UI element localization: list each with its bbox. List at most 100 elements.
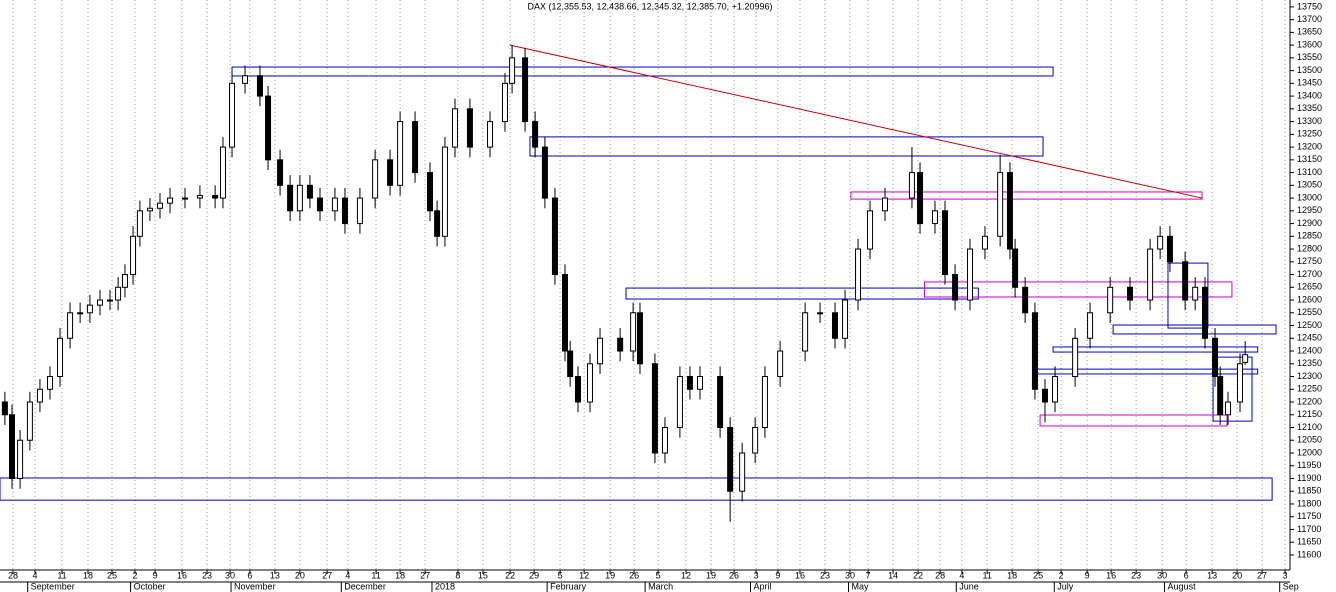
candle-body [331, 197, 338, 212]
y-tick-label: 12600 [1297, 294, 1322, 304]
candle-body [130, 235, 137, 276]
x-tick-label: 16 [177, 570, 187, 580]
candle-body [752, 427, 759, 454]
candle-body [212, 195, 219, 199]
candle-body [1212, 337, 1219, 378]
candle-body [67, 312, 74, 339]
candle-body [9, 414, 16, 479]
candle-body [96, 299, 103, 306]
candle-body [115, 286, 122, 301]
candle-body [156, 202, 163, 209]
candle-body [630, 312, 637, 352]
candle-body [651, 363, 658, 454]
month-label: October [134, 581, 166, 591]
x-tick-label: 25 [1033, 570, 1043, 580]
annotation-box [625, 287, 979, 300]
candle-body [36, 388, 43, 403]
month-label: September [31, 581, 75, 591]
month-label: August [1168, 581, 1197, 591]
y-tick-label: 11650 [1297, 537, 1321, 547]
candle-body [412, 121, 419, 174]
month-label: November [234, 581, 276, 591]
y-tick-label: 12750 [1297, 256, 1322, 266]
candle-body [397, 121, 404, 186]
candle-body [1182, 261, 1189, 301]
candle-body [341, 197, 348, 225]
candle-body [574, 376, 581, 403]
candle-body [967, 248, 974, 301]
x-tick-label: 28 [935, 570, 945, 580]
candle-body [451, 108, 458, 148]
candle-body [356, 197, 363, 225]
candle-body [1, 401, 8, 416]
candle-body [567, 350, 574, 378]
x-tick-label: 8 [455, 570, 460, 580]
y-tick-label: 13250 [1297, 129, 1322, 139]
x-tick-label: 18 [1007, 570, 1017, 580]
candle-body [136, 210, 143, 237]
candle-body [146, 207, 153, 212]
x-tick-label: 20 [295, 570, 305, 580]
annotation-box [1052, 346, 1259, 353]
candle-body [167, 197, 174, 204]
candle-body [1087, 312, 1094, 339]
candle-body [727, 427, 734, 492]
y-tick-label: 13450 [1297, 78, 1322, 88]
month-label: Sep [1283, 581, 1299, 591]
month-label: 2018 [435, 581, 455, 591]
candle-body [501, 82, 508, 123]
candle-body [1006, 172, 1013, 250]
candle-body [855, 248, 862, 301]
month-label: December [344, 581, 386, 591]
candle-body [1225, 401, 1232, 416]
x-tick-label: 11 [57, 570, 66, 580]
candle-body [1242, 354, 1249, 363]
y-tick-label: 13300 [1297, 116, 1322, 126]
x-tick-label: 18 [83, 570, 93, 580]
candle-body [466, 108, 473, 148]
annotation-box [0, 477, 1273, 501]
x-tick-label: 7 [866, 570, 871, 580]
candle-body [387, 159, 394, 186]
annotation-box [529, 136, 1044, 157]
candle-body [1237, 363, 1244, 403]
y-tick-label: 12800 [1297, 243, 1322, 253]
annotation-box [1112, 324, 1277, 335]
y-tick-label: 12000 [1297, 447, 1322, 457]
x-tick-label: 4 [33, 570, 38, 580]
y-tick-label: 12500 [1297, 320, 1322, 330]
y-tick-label: 11800 [1297, 498, 1321, 508]
candle-body [739, 452, 746, 492]
y-tick-label: 12400 [1297, 345, 1322, 355]
x-tick-label: 22 [913, 570, 923, 580]
candle-body [219, 146, 226, 199]
x-tick-label: 11 [982, 570, 991, 580]
y-tick-label: 13150 [1297, 154, 1322, 164]
candle-body [1041, 388, 1048, 403]
x-tick-label: 6 [247, 570, 252, 580]
candle-body [509, 57, 516, 84]
y-tick-label: 12100 [1297, 422, 1322, 432]
y-tick-label: 13750 [1297, 1, 1322, 11]
candle-body [229, 82, 236, 148]
y-tick-label: 13400 [1297, 90, 1322, 100]
candle-body [287, 184, 294, 212]
x-tick-label: 9 [775, 570, 780, 580]
candle-body [997, 172, 1004, 237]
x-tick-label: 9 [153, 570, 158, 580]
candle-body [86, 304, 93, 314]
candle-body [17, 439, 24, 479]
candle-body [57, 337, 64, 378]
x-tick-label: 23 [820, 570, 830, 580]
x-tick-label: 30 [225, 570, 235, 580]
candle-body [1012, 248, 1019, 288]
x-tick-label: 20 [1232, 570, 1242, 580]
candle-body [817, 312, 824, 315]
candle-body [832, 312, 839, 339]
candle-body [761, 376, 768, 429]
y-tick-label: 13650 [1297, 27, 1322, 37]
month-label: May [851, 581, 869, 591]
candle-body [981, 235, 988, 250]
x-tick-label: 2 [1059, 570, 1064, 580]
